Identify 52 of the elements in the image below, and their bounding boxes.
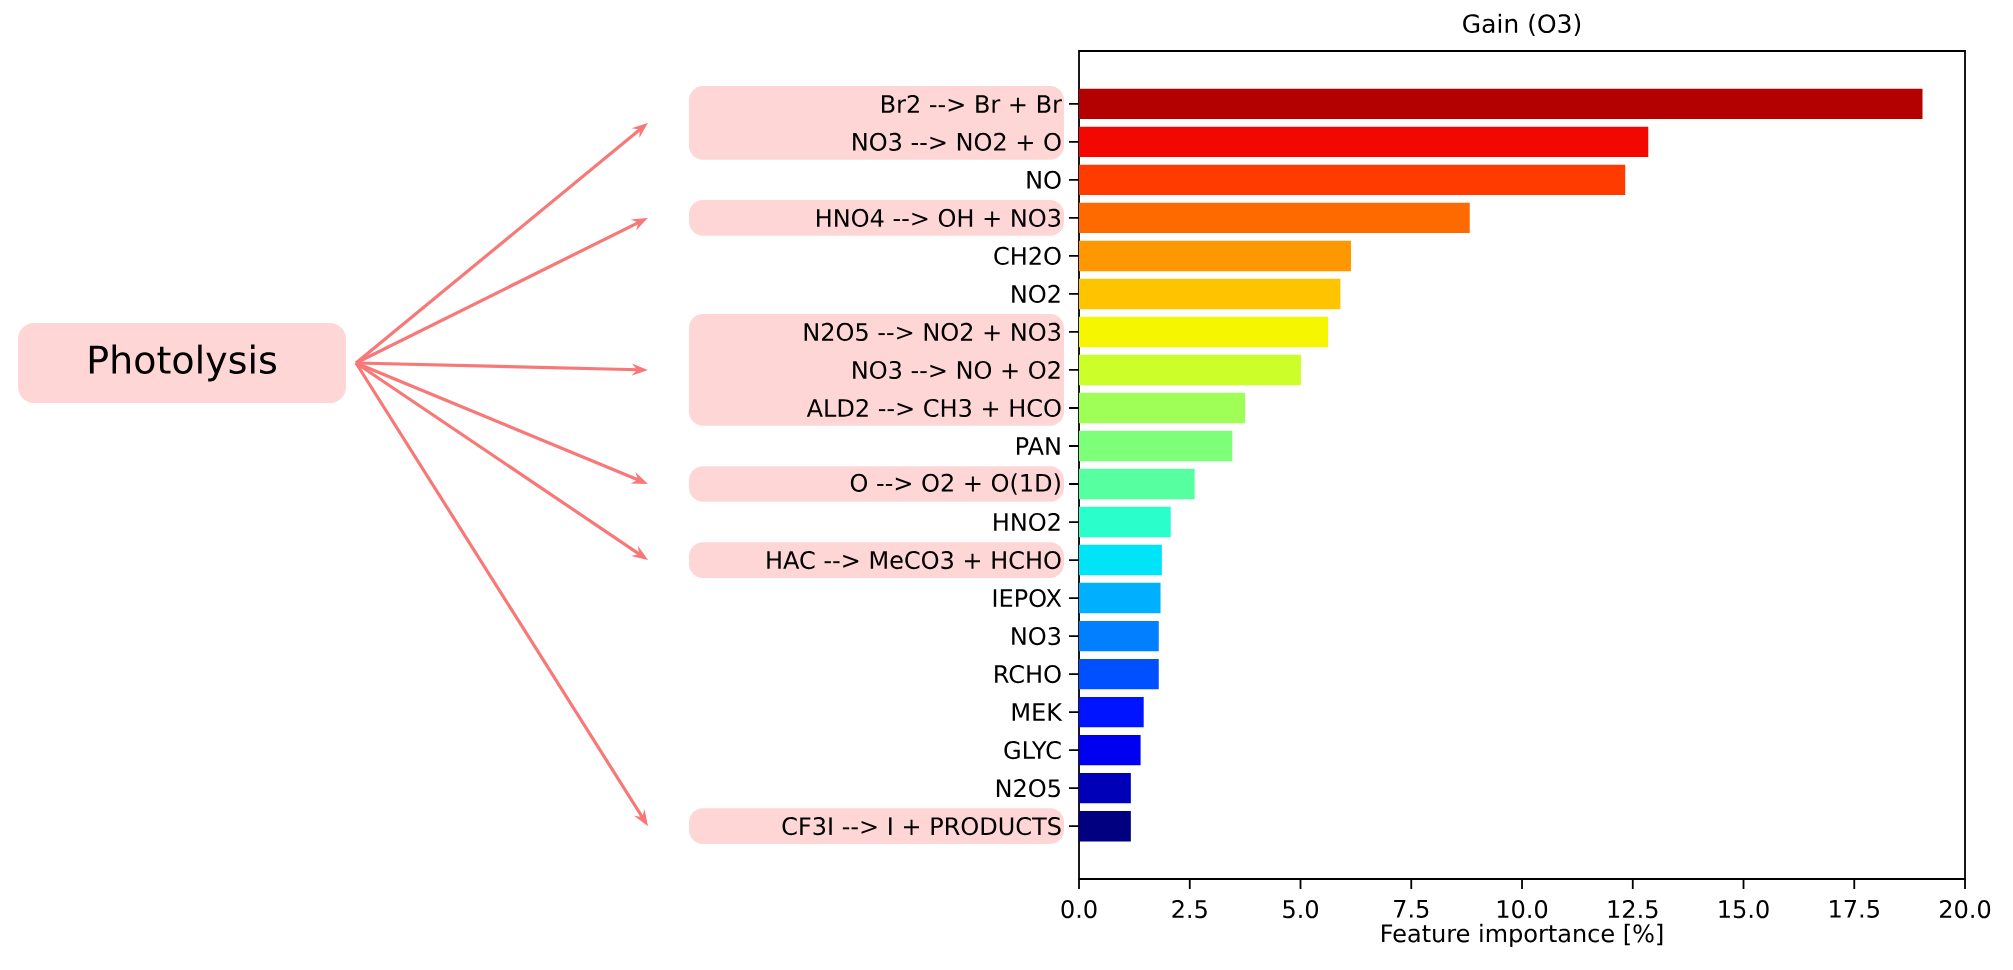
bar: [1079, 582, 1161, 614]
y-tick-label: CH2O: [994, 246, 1061, 265]
y-tick-label: CF3I --> I + PRODUCTS: [782, 817, 1061, 836]
y-tick-label: NO3 --> NO2 + O: [853, 132, 1061, 151]
bar: [1079, 354, 1301, 386]
y-tick-label: ALD2 --> CH3 + HCO: [806, 398, 1061, 418]
y-tick-label: GLYC: [1004, 741, 1061, 760]
y-tick-label: PAN: [1017, 437, 1060, 455]
bar: [1079, 392, 1246, 424]
bar: [1079, 240, 1352, 272]
bar: [1079, 430, 1233, 462]
y-tick-label: O --> O2 + O(1D): [850, 473, 1060, 495]
bar: [1079, 316, 1328, 348]
bar: [1079, 696, 1144, 728]
y-tick-label: Br2 --> Br + Br: [881, 94, 1062, 113]
y-tick-label: HAC --> MeCO3 + HCHO: [767, 550, 1061, 570]
y-tick-label: N2O5 --> NO2 + NO3: [804, 322, 1061, 342]
bar: [1079, 772, 1131, 804]
y-tick-label: IEPOX: [993, 588, 1062, 608]
bar: [1079, 544, 1162, 576]
text: Photolysis: [89, 344, 276, 382]
bar: [1079, 468, 1195, 500]
x-tick-label: 17.5: [1830, 900, 1879, 918]
y-tick-label: HNO4 --> OH + NO3: [817, 208, 1061, 227]
bar: [1079, 126, 1649, 158]
y-tick-label: MEK: [1012, 703, 1063, 721]
x-tick-label: 2.5: [1172, 900, 1207, 919]
y-tick-label: NO: [1027, 170, 1061, 189]
bar: [1079, 202, 1470, 234]
bar: [1079, 88, 1923, 120]
chart-title: Gain (O3): [1463, 13, 1581, 36]
bar: [1079, 278, 1341, 310]
y-tick-label: HNO2: [994, 512, 1060, 532]
x-axis-title: Feature importance [%]: [1382, 923, 1663, 948]
y-tick-label: N2O5: [996, 779, 1060, 798]
bar: [1079, 164, 1626, 196]
x-tick-label: 15.0: [1719, 900, 1769, 919]
bar: [1079, 658, 1159, 690]
x-tick-label: 7.5: [1394, 900, 1429, 918]
x-tick-label: 0.0: [1061, 900, 1097, 919]
bar: [1079, 734, 1141, 766]
y-tick-label: NO3 --> NO + O2: [853, 360, 1060, 380]
x-tick-label: 10.0: [1497, 900, 1548, 919]
y-tick-label: NO2: [1012, 284, 1060, 304]
x-tick-label: 20.0: [1940, 900, 1991, 919]
y-tick-label: RCHO: [995, 665, 1061, 684]
bar: [1079, 620, 1159, 652]
y-tick-label: NO3: [1012, 627, 1061, 646]
bar: [1079, 506, 1171, 538]
x-tick-label: 12.5: [1608, 900, 1658, 919]
bar: [1079, 810, 1131, 842]
x-tick-label: 5.0: [1283, 900, 1319, 919]
